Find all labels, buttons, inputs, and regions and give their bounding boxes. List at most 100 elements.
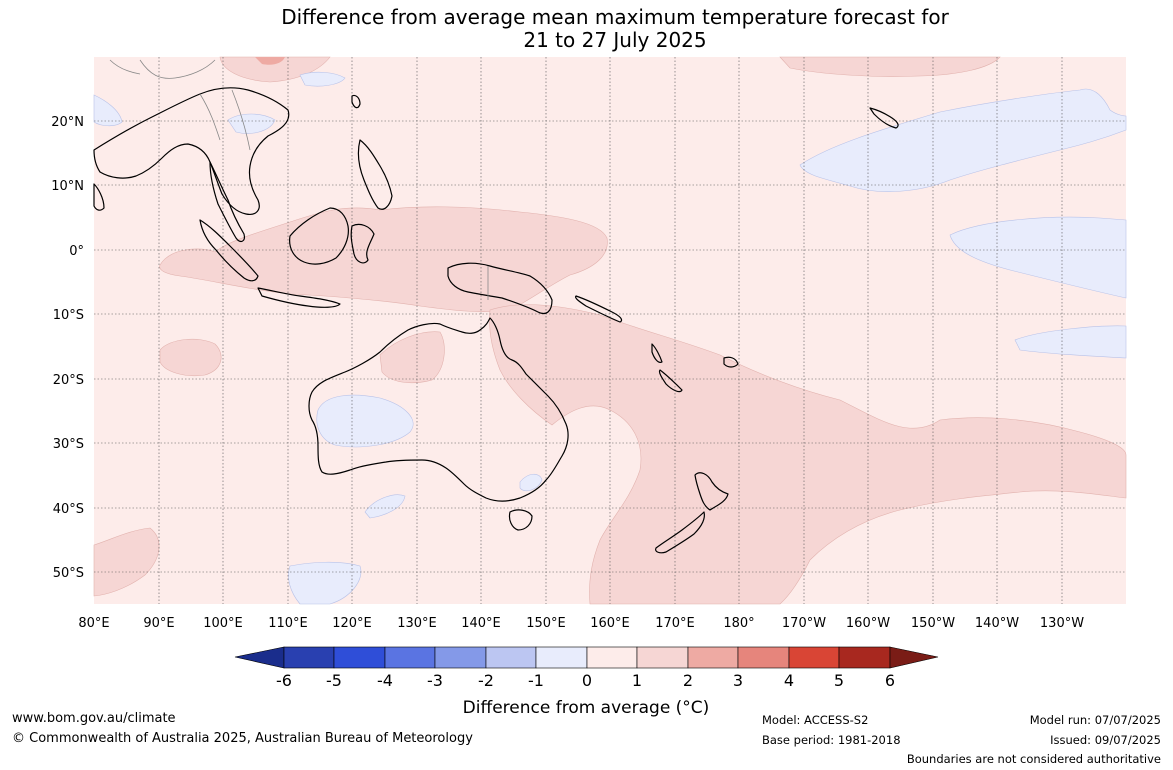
colorbar-tick: -6 bbox=[276, 671, 292, 690]
north-island-outline bbox=[694, 472, 729, 511]
lon-label: 170°E bbox=[655, 616, 695, 631]
latitude-labels: 20°N 10°N 0° 10°S 20°S 30°S 40°S 50°S bbox=[51, 115, 84, 581]
boundaries-disclaimer: Boundaries are not considered authoritat… bbox=[906, 752, 1161, 766]
colorbar-tick: 6 bbox=[884, 671, 896, 690]
lon-label: 120°E bbox=[332, 616, 372, 631]
colorbar-tick: 4 bbox=[783, 671, 795, 690]
far-south-cool-region bbox=[288, 561, 362, 605]
cool-anomaly-regions bbox=[93, 71, 1127, 605]
colorbar-swatch bbox=[535, 646, 588, 669]
colorbar-swatch bbox=[788, 646, 840, 669]
hot-anomaly-region bbox=[255, 57, 285, 65]
hawaii-outline bbox=[869, 107, 899, 129]
base-period: Base period: 1981-2018 bbox=[762, 733, 901, 747]
north-warm-region bbox=[219, 56, 331, 83]
warm-anomaly-regions bbox=[93, 56, 1127, 605]
colorbar-tick: -2 bbox=[478, 671, 494, 690]
colorbar-tick: -1 bbox=[528, 671, 544, 690]
colorbar-swatch bbox=[333, 646, 386, 669]
lat-label: 40°S bbox=[53, 502, 84, 517]
lon-label: 160°W bbox=[846, 616, 890, 631]
map-title-line-2: 21 to 27 July 2025 bbox=[523, 28, 707, 52]
south-island-outline bbox=[655, 511, 705, 554]
australia-outline bbox=[308, 317, 569, 502]
malay-peninsula-outline bbox=[209, 161, 245, 243]
lon-label: 150°W bbox=[911, 616, 955, 631]
vanuatu-outline bbox=[651, 343, 663, 363]
colorbar-swatch bbox=[586, 646, 638, 669]
lat-label: 0° bbox=[69, 244, 84, 259]
colorbar bbox=[234, 646, 939, 669]
lon-label: 140°E bbox=[461, 616, 501, 631]
lon-label: 160°E bbox=[590, 616, 630, 631]
north-pacific-warm-region bbox=[779, 56, 1001, 77]
colorbar-low-extension bbox=[234, 646, 285, 669]
australia-nw-warm-region bbox=[379, 331, 445, 384]
lon-label: 80°E bbox=[78, 616, 109, 631]
country-borders bbox=[109, 59, 489, 300]
colorbar-tick: 3 bbox=[732, 671, 744, 690]
website-link[interactable]: www.bom.gov.au/climate bbox=[12, 711, 176, 726]
map-title-line-1: Difference from average mean maximum tem… bbox=[281, 5, 949, 29]
borneo-outline bbox=[289, 207, 349, 265]
sumatra-outline bbox=[199, 219, 259, 282]
australia-interior-cool-region bbox=[316, 394, 414, 448]
north-cool-region bbox=[299, 71, 346, 87]
philippines-outline bbox=[357, 139, 393, 210]
lat-label: 20°N bbox=[51, 115, 84, 130]
taiwan-outline bbox=[351, 94, 361, 109]
colorbar-swatch bbox=[636, 646, 689, 669]
issued-date: Issued: 09/07/2025 bbox=[1050, 733, 1161, 747]
lon-label: 180° bbox=[723, 616, 754, 631]
colorbar-tick: 2 bbox=[682, 671, 694, 690]
colorbar-swatch bbox=[838, 646, 891, 669]
fiji-outline bbox=[723, 356, 739, 368]
new-guinea-outline bbox=[447, 262, 553, 315]
lon-label: 110°E bbox=[268, 616, 308, 631]
lat-label: 10°N bbox=[51, 179, 84, 194]
lat-label: 20°S bbox=[53, 373, 84, 388]
colorbar-high-extension bbox=[889, 646, 939, 669]
bay-of-bengal-cool-region bbox=[93, 94, 123, 127]
tasmania-outline bbox=[508, 509, 533, 531]
south-china-sea-cool-region bbox=[227, 113, 276, 134]
copyright-notice: © Commonwealth of Australia 2025, Austra… bbox=[12, 731, 473, 746]
colorbar-title: Difference from average (°C) bbox=[462, 698, 710, 718]
lon-label: 150°E bbox=[526, 616, 566, 631]
lon-label: 170°W bbox=[782, 616, 826, 631]
colorbar-swatch bbox=[434, 646, 487, 669]
colorbar-swatch bbox=[737, 646, 790, 669]
colorbar-swatch bbox=[283, 646, 335, 669]
lon-label: 140°W bbox=[975, 616, 1019, 631]
southern-ocean-cool-region bbox=[364, 494, 406, 519]
model-run-date: Model run: 07/07/2025 bbox=[1029, 713, 1161, 727]
lat-label: 50°S bbox=[53, 566, 84, 581]
colorbar-swatch bbox=[384, 646, 436, 669]
lon-label: 130°E bbox=[397, 616, 437, 631]
pacific-warm-region bbox=[489, 304, 1127, 605]
sri-lanka-outline bbox=[93, 183, 105, 211]
colorbar-tick: 1 bbox=[631, 671, 643, 690]
north-pacific-cool-region bbox=[799, 88, 1127, 192]
colorbar-tick: -4 bbox=[377, 671, 393, 690]
lon-label: 100°E bbox=[203, 616, 243, 631]
east-pacific-cool-region-1 bbox=[949, 216, 1127, 299]
colorbar-swatch bbox=[485, 646, 537, 669]
lon-label: 90°E bbox=[143, 616, 174, 631]
southwest-warm-region bbox=[93, 527, 160, 597]
colorbar-swatch bbox=[687, 646, 739, 669]
solomon-islands-outline bbox=[575, 295, 623, 323]
java-outline bbox=[257, 287, 341, 308]
model-name: Model: ACCESS-S2 bbox=[762, 713, 869, 727]
east-pacific-cool-region-2 bbox=[1014, 325, 1127, 359]
longitude-labels: 80°E 90°E 100°E 110°E 120°E 130°E 140°E … bbox=[78, 616, 1084, 631]
indian-ocean-warm-region bbox=[159, 338, 222, 377]
graticule bbox=[94, 57, 1126, 604]
new-caledonia-outline bbox=[658, 369, 683, 393]
sulawesi-outline bbox=[350, 223, 375, 264]
colorbar-tick: 0 bbox=[581, 671, 593, 690]
tasman-cool-region bbox=[519, 473, 543, 492]
colorbar-tick: -3 bbox=[427, 671, 443, 690]
mainland-asia-outline bbox=[93, 87, 290, 215]
